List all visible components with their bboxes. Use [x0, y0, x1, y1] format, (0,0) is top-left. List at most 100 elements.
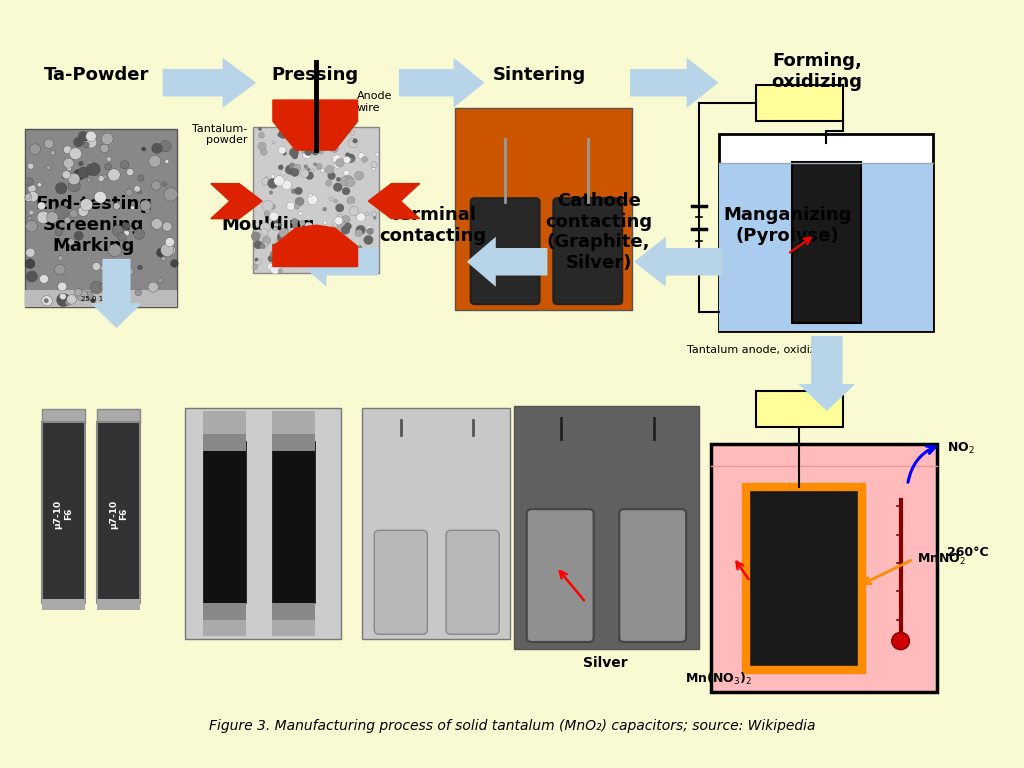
Circle shape [300, 136, 304, 140]
Circle shape [268, 255, 275, 262]
Circle shape [69, 180, 80, 192]
Circle shape [261, 242, 267, 248]
Circle shape [158, 278, 163, 283]
Circle shape [74, 169, 84, 180]
Circle shape [333, 221, 340, 228]
Circle shape [270, 250, 280, 259]
Circle shape [273, 226, 278, 230]
Circle shape [284, 230, 293, 240]
Circle shape [292, 240, 302, 249]
Circle shape [55, 206, 69, 219]
Circle shape [85, 137, 97, 148]
FancyArrow shape [467, 237, 548, 286]
Circle shape [269, 212, 279, 221]
FancyBboxPatch shape [746, 487, 862, 670]
Circle shape [279, 165, 284, 170]
Circle shape [78, 167, 89, 178]
Circle shape [278, 133, 283, 137]
Circle shape [316, 259, 324, 266]
Circle shape [260, 148, 267, 155]
Circle shape [344, 223, 351, 230]
FancyBboxPatch shape [553, 198, 623, 304]
Circle shape [26, 220, 38, 232]
Circle shape [254, 240, 262, 249]
Circle shape [326, 180, 332, 186]
Circle shape [275, 238, 285, 247]
Circle shape [337, 242, 347, 252]
Circle shape [326, 165, 334, 174]
Circle shape [157, 248, 166, 257]
Circle shape [37, 211, 50, 223]
Circle shape [262, 200, 273, 211]
Circle shape [262, 241, 266, 245]
Circle shape [305, 172, 313, 180]
Circle shape [44, 139, 53, 148]
Circle shape [319, 266, 327, 273]
Circle shape [343, 175, 353, 186]
Circle shape [343, 157, 350, 164]
Circle shape [324, 220, 327, 224]
Circle shape [324, 263, 327, 266]
Circle shape [307, 195, 317, 205]
FancyBboxPatch shape [42, 409, 85, 425]
FancyBboxPatch shape [756, 84, 843, 121]
Circle shape [101, 174, 108, 180]
Circle shape [63, 146, 72, 154]
Circle shape [109, 244, 121, 257]
Text: μ7-10
F6: μ7-10 F6 [109, 499, 128, 528]
Circle shape [346, 177, 355, 187]
Circle shape [137, 265, 142, 270]
Circle shape [289, 227, 296, 234]
Circle shape [77, 290, 88, 301]
Circle shape [29, 210, 34, 215]
Circle shape [286, 135, 291, 141]
Circle shape [333, 183, 342, 191]
Circle shape [108, 278, 112, 283]
Circle shape [287, 202, 295, 210]
Circle shape [352, 139, 357, 143]
Circle shape [83, 142, 89, 147]
Circle shape [332, 218, 341, 227]
Circle shape [108, 274, 117, 283]
Circle shape [299, 211, 302, 215]
Circle shape [152, 180, 161, 190]
Circle shape [295, 197, 304, 206]
Circle shape [316, 163, 323, 169]
Circle shape [313, 246, 325, 257]
Text: End-testing
Screening
Marking: End-testing Screening Marking [36, 195, 153, 255]
Circle shape [124, 230, 129, 236]
FancyBboxPatch shape [272, 441, 315, 603]
Circle shape [62, 173, 68, 179]
Circle shape [305, 148, 312, 156]
Circle shape [100, 266, 104, 270]
Circle shape [272, 253, 276, 256]
Circle shape [336, 204, 344, 212]
Circle shape [354, 171, 364, 180]
Circle shape [307, 167, 310, 171]
Circle shape [99, 283, 106, 290]
FancyBboxPatch shape [514, 406, 699, 649]
Circle shape [301, 141, 311, 151]
Circle shape [50, 151, 55, 155]
Circle shape [261, 229, 268, 236]
Circle shape [267, 263, 273, 270]
Circle shape [66, 300, 71, 306]
Circle shape [328, 129, 334, 134]
Circle shape [289, 163, 295, 169]
Circle shape [28, 216, 32, 220]
Circle shape [305, 232, 313, 240]
Circle shape [152, 218, 163, 230]
FancyArrow shape [630, 58, 719, 108]
Circle shape [348, 157, 353, 162]
FancyBboxPatch shape [272, 434, 315, 452]
Circle shape [338, 214, 342, 218]
Circle shape [311, 169, 314, 172]
Circle shape [367, 226, 373, 232]
Text: Manganizing
(Pyrolyse): Manganizing (Pyrolyse) [723, 206, 852, 244]
Circle shape [260, 223, 270, 233]
FancyBboxPatch shape [185, 408, 341, 639]
Circle shape [86, 163, 100, 176]
Circle shape [330, 197, 333, 200]
Circle shape [161, 257, 166, 261]
Circle shape [75, 289, 82, 296]
